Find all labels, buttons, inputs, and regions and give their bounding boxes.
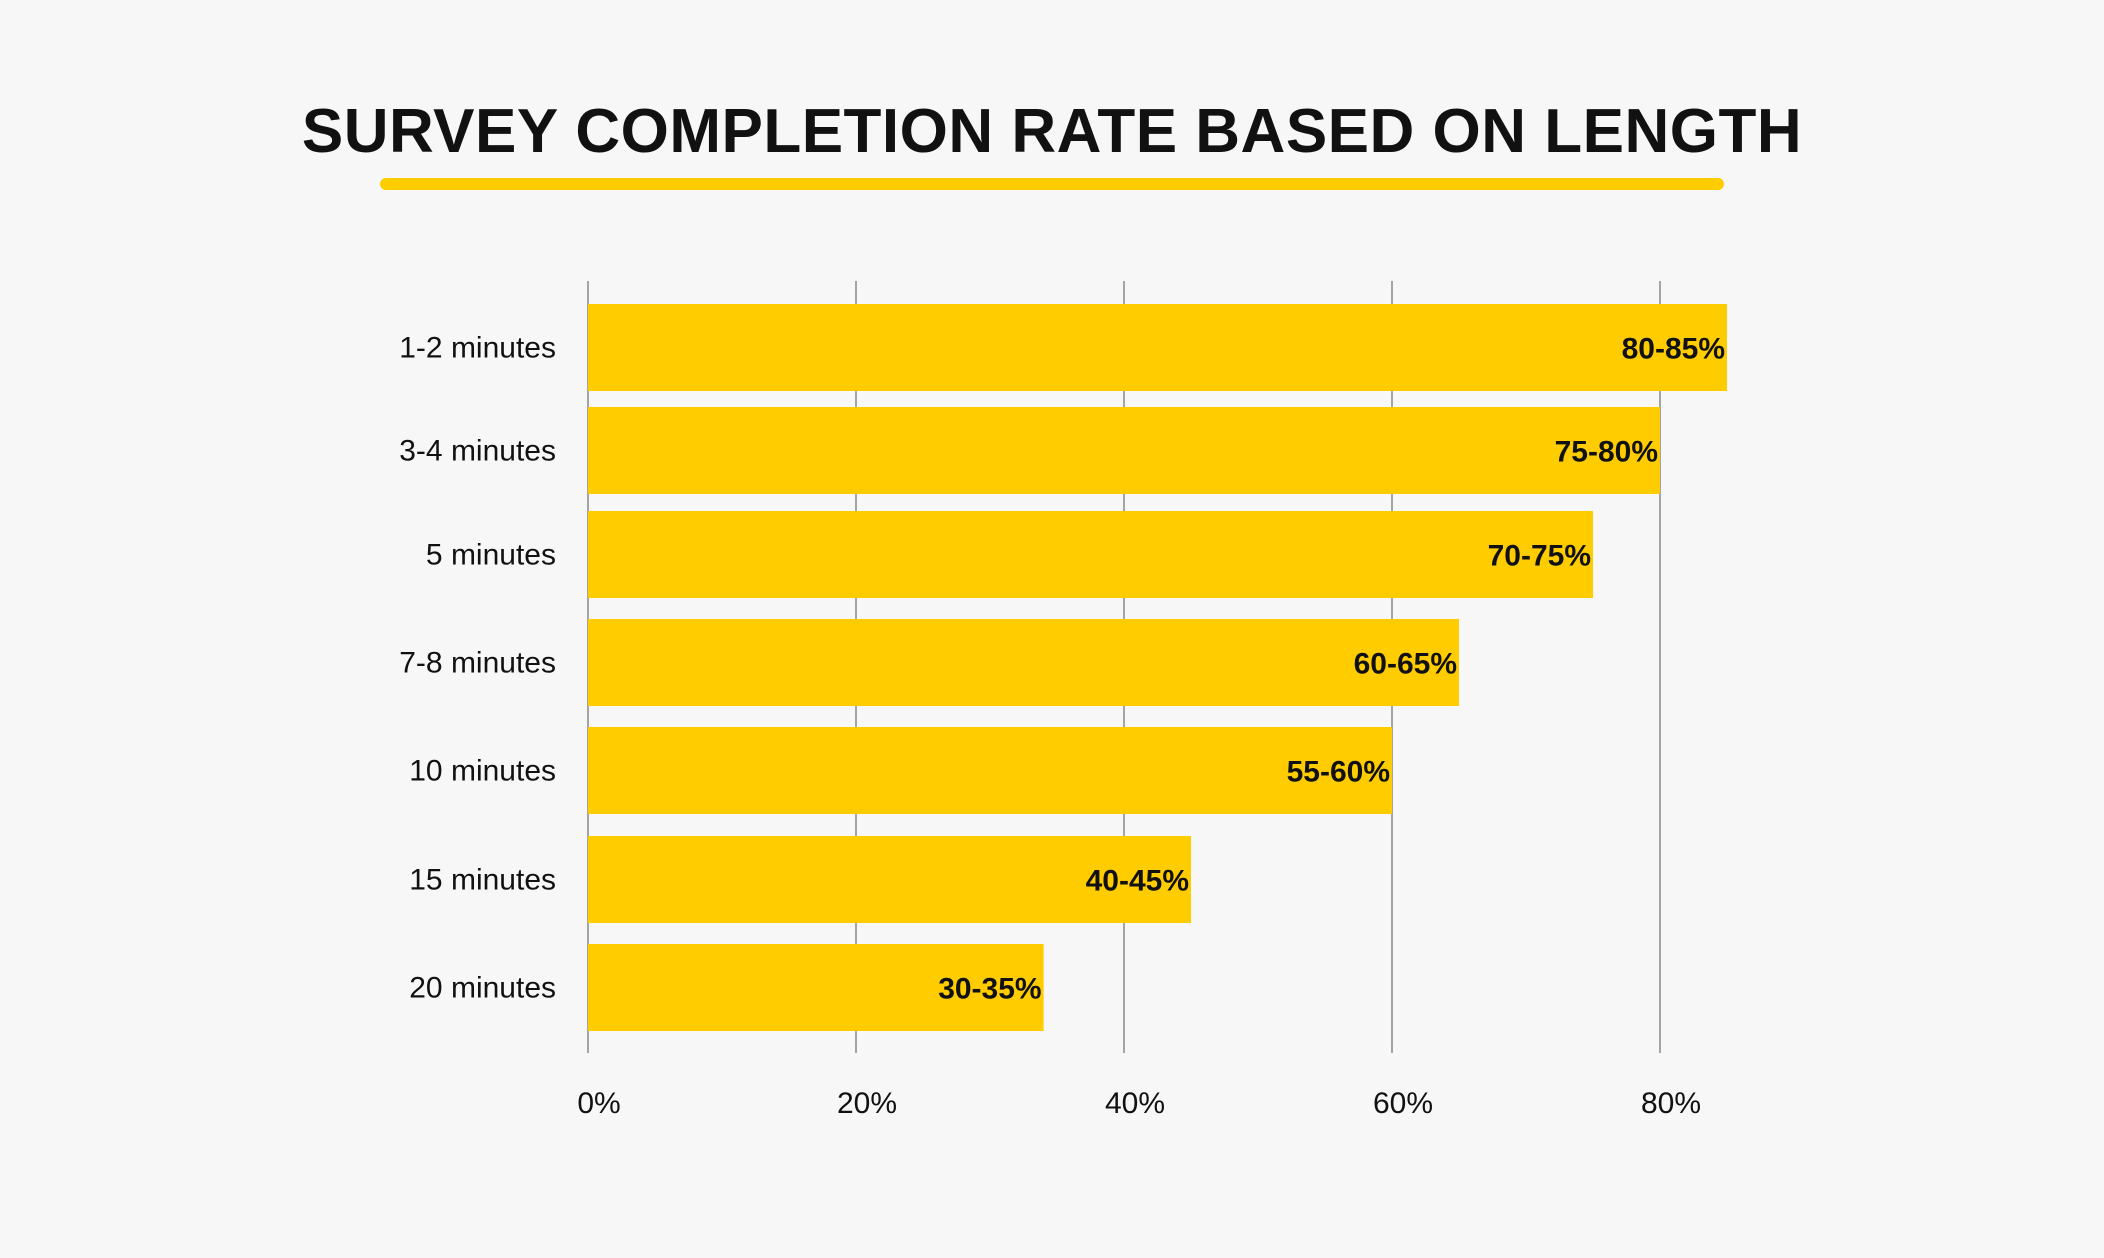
bar-value-label: 30-35% — [938, 973, 1041, 1006]
value-labels: 80-85% 75-80% 70-75% 60-65% 55-60% 40-45% 30-3… — [938, 333, 1725, 1006]
bar — [588, 407, 1660, 494]
category-label: 10 minutes — [409, 755, 556, 788]
x-tick-label: 80% — [1641, 1087, 1701, 1120]
bars — [588, 304, 1727, 1031]
chart-title: SURVEY COMPLETION RATE BASED ON LENGTH — [301, 97, 1803, 166]
category-labels: 1-2 minutes 3-4 minutes 5 minutes 7-8 minut… — [399, 332, 556, 1005]
bar — [588, 944, 1044, 1031]
category-label: 3-4 minutes — [399, 435, 556, 468]
category-label: 20 minutes — [409, 972, 556, 1005]
bar-value-label: 55-60% — [1287, 756, 1390, 789]
bar-value-label: 40-45% — [1086, 865, 1189, 898]
x-tick-label: 40% — [1105, 1087, 1165, 1120]
bar-value-label: 75-80% — [1555, 436, 1658, 469]
bar-value-label: 80-85% — [1622, 333, 1725, 366]
bar — [588, 619, 1459, 706]
category-label: 1-2 minutes — [399, 332, 556, 365]
x-axis-ticks: 0% 20% 40% 60% 80% — [577, 1087, 1701, 1120]
x-tick-label: 20% — [837, 1087, 897, 1120]
bar — [588, 511, 1593, 598]
bar-value-label: 70-75% — [1488, 540, 1591, 573]
title-underline — [380, 178, 1724, 190]
x-tick-label: 0% — [577, 1087, 620, 1120]
category-label: 7-8 minutes — [399, 647, 556, 680]
bar — [588, 727, 1392, 814]
bar — [588, 836, 1191, 923]
bar-value-label: 60-65% — [1354, 648, 1457, 681]
bar — [588, 304, 1727, 391]
category-label: 5 minutes — [426, 539, 556, 572]
category-label: 15 minutes — [409, 864, 556, 897]
x-tick-label: 60% — [1373, 1087, 1433, 1120]
